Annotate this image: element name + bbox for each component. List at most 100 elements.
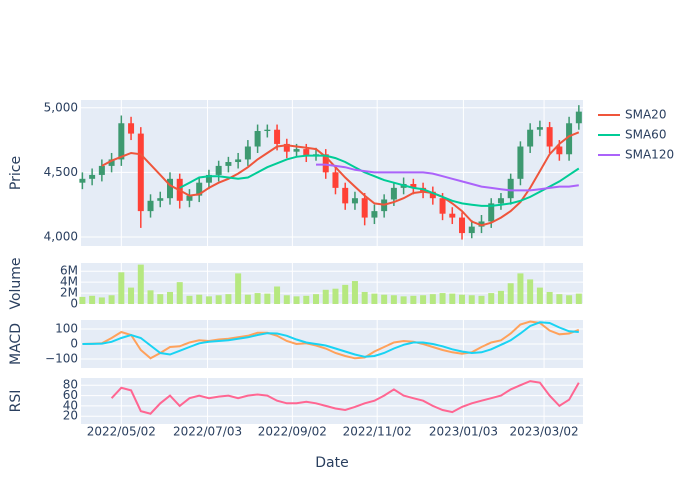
volume-bar [536,287,543,304]
y-axis-title: Price [8,156,24,190]
x-tick-label: 2022/09/02 [258,425,327,439]
candle-body [264,129,271,132]
candle-body [566,123,573,155]
volume-bar [128,287,135,304]
volume-bar [332,288,339,304]
volume-bar [118,272,125,304]
volume-bar [420,295,427,304]
volume-bar [497,290,504,304]
x-tick-label: 2022/05/02 [87,425,156,439]
y-tick-label: 4,500 [44,165,78,179]
candle-body [507,178,514,199]
candle-body [303,149,310,156]
y-tick-label: 60 [63,388,78,402]
volume-bar [137,264,144,304]
volume-bar [390,295,397,304]
y-axis-title: RSI [8,390,24,413]
x-axis-title: Date [315,455,348,471]
volume-bar [468,295,475,304]
volume-bar [575,293,582,304]
candle-body [283,143,290,152]
candle-body [166,178,173,199]
candle-body [157,198,164,201]
candle-body [137,133,144,212]
candle-body [517,146,524,179]
y-tick-label: 80 [63,378,78,392]
candle-body [215,165,222,175]
volume-bar [478,295,485,304]
volume-bar [244,294,251,304]
x-tick-label: 2023/03/02 [509,425,578,439]
candle-body [536,127,543,130]
candle-body [575,111,582,124]
candle-body [274,129,281,144]
legend-label: SMA60 [625,128,666,142]
candle-body [244,146,251,160]
volume-bar [274,286,281,304]
y-axis-title: Volume [8,257,24,309]
candle-body [186,195,193,201]
volume-bar [176,282,183,304]
candle-body [225,162,232,166]
volume-bar [361,291,368,304]
volume-bar [79,296,86,304]
y-tick-label: 4M [60,275,78,289]
line [179,154,580,207]
volume-bar [196,294,203,304]
candle-body [235,159,242,163]
candle-body [478,221,485,227]
volume-bar [566,295,573,304]
y-tick-label: 40 [63,398,78,412]
line [110,380,580,415]
y-tick-label: 2M [60,286,78,300]
x-tick-label: 2022/07/03 [173,425,242,439]
volume-bar [517,273,524,304]
candle-body [108,159,115,166]
volume-bar [381,294,388,304]
candle-body [497,198,504,204]
volume-bar [410,295,417,304]
volume-bar [293,296,300,304]
candle-body [459,217,466,234]
y-tick-label: 0 [70,297,78,311]
candle-body [293,149,300,152]
x-tick-label: 2023/01/03 [429,425,498,439]
candle-body [468,226,475,234]
candle-body [429,191,436,199]
y-tick-label: 100 [55,322,78,336]
volume-bar [371,293,378,304]
volume-bar [351,281,358,304]
candle-body [147,200,154,212]
line [82,320,580,360]
plot-background [81,100,583,246]
candle-body [439,198,446,214]
candle-body [410,183,417,188]
x-tick-label: 2022/11/02 [343,425,412,439]
candle-body [342,187,349,204]
volume-bar [507,283,514,304]
volume-bar [166,291,173,304]
volume-bar [89,295,96,304]
candle-body [118,123,125,160]
candle-body [89,174,96,179]
volume-bar [205,296,212,304]
volume-bar [108,295,115,304]
candle-body [98,165,105,175]
line [316,163,579,192]
volume-bar [439,293,446,304]
candle-body [361,198,368,218]
volume-bar [283,295,290,304]
volume-bar [429,294,436,304]
volume-bar [186,295,193,304]
candle-body [79,178,86,183]
volume-bar [313,294,320,304]
volume-bar [322,289,329,304]
y-tick-label: 4,000 [44,229,78,243]
candle-body [351,198,358,204]
y-tick-label: 5,000 [44,100,78,114]
volume-bar [147,290,154,304]
legend-label: SMA120 [625,148,674,162]
volume-bar [527,279,534,304]
y-tick-label: 0 [70,337,78,351]
